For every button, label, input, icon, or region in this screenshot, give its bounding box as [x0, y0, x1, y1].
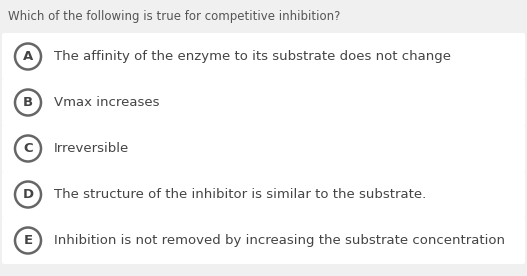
Text: E: E	[23, 234, 33, 247]
FancyBboxPatch shape	[2, 125, 525, 172]
Circle shape	[15, 182, 41, 208]
Text: C: C	[23, 142, 33, 155]
Text: D: D	[23, 188, 34, 201]
Text: The structure of the inhibitor is similar to the substrate.: The structure of the inhibitor is simila…	[54, 188, 426, 201]
Text: Vmax increases: Vmax increases	[54, 96, 160, 109]
Text: Inhibition is not removed by increasing the substrate concentration: Inhibition is not removed by increasing …	[54, 234, 505, 247]
Circle shape	[15, 44, 41, 70]
Text: Irreversible: Irreversible	[54, 142, 129, 155]
FancyBboxPatch shape	[2, 217, 525, 264]
Circle shape	[15, 227, 41, 253]
Text: A: A	[23, 50, 33, 63]
FancyBboxPatch shape	[2, 171, 525, 218]
FancyBboxPatch shape	[2, 79, 525, 126]
FancyBboxPatch shape	[2, 33, 525, 80]
Text: Which of the following is true for competitive inhibition?: Which of the following is true for compe…	[8, 10, 340, 23]
Text: The affinity of the enzyme to its substrate does not change: The affinity of the enzyme to its substr…	[54, 50, 451, 63]
Text: B: B	[23, 96, 33, 109]
Circle shape	[15, 89, 41, 115]
Circle shape	[15, 136, 41, 161]
